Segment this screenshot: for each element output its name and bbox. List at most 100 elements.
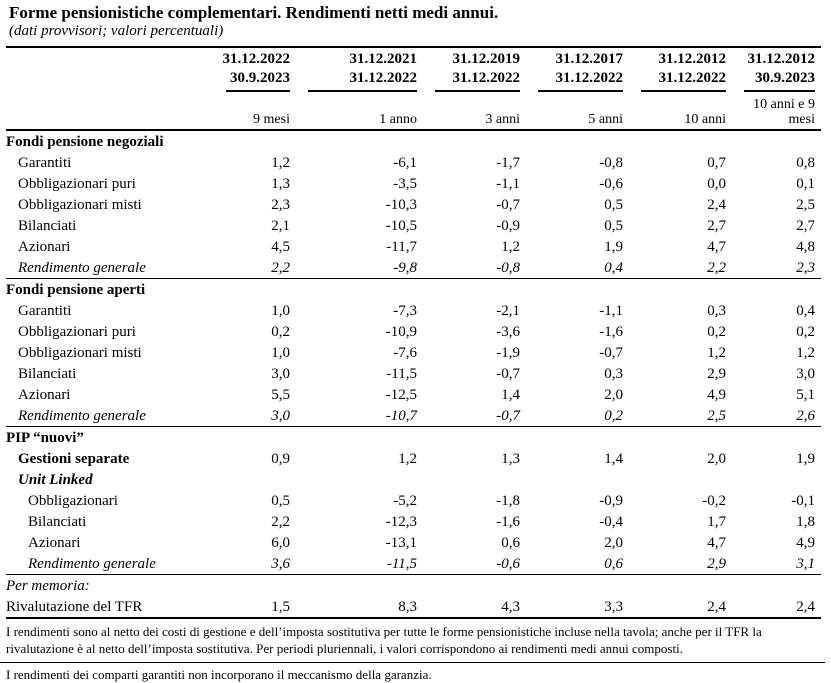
value-cell: 1,4 [604, 450, 623, 467]
value-cell: -11,5 [386, 365, 417, 382]
value-cell: 1,2 [398, 450, 417, 467]
value-cell: -1,6 [496, 513, 520, 530]
value-cell: 3,3 [526, 596, 629, 619]
value-cell: -0,6 [599, 175, 623, 192]
table-title: Forme pensionistiche complementari. Rend… [9, 3, 499, 22]
value-cell: 0,2 [271, 323, 290, 340]
value-cell: 2,5 [796, 196, 815, 213]
row-label: Bilanciati [18, 365, 77, 382]
column-period: 3 anni [485, 112, 520, 127]
value-cell: -1,1 [496, 175, 520, 192]
footnotes: I rendimenti sono al netto dei costi di … [0, 623, 825, 683]
row-label: Garantiti [18, 302, 72, 319]
value-cell: 4,8 [796, 238, 815, 255]
value-cell: 2,2 [629, 257, 732, 279]
column-period: 10 anni e 9 mesi [753, 97, 815, 127]
value-cell: 3,0 [796, 365, 815, 382]
table-subtitle: (dati provvisori; valori percentuali) [9, 23, 224, 39]
row-label: Obbligazionari [28, 492, 118, 509]
table-row: Obbligazionari puri 0,2 -10,9 -3,6 -1,6 0,2 0,… [6, 321, 821, 342]
value-cell: 2,3 [732, 257, 821, 279]
value-cell: -10,5 [385, 217, 417, 234]
column-from-date: 31.12.2012 [629, 46, 732, 69]
value-cell: 1,2 [501, 238, 520, 255]
value-cell: 0,0 [707, 175, 726, 192]
table-row: Azionari 5,5 -12,5 1,4 2,0 4,9 5,1 [6, 384, 821, 405]
row-label: Bilanciati [18, 217, 77, 234]
row-label: Obbligazionari puri [18, 175, 136, 192]
row-label: Obbligazionari misti [18, 196, 142, 213]
value-cell: 0,5 [604, 217, 623, 234]
value-cell: 1,8 [796, 513, 815, 530]
header-blank [6, 69, 214, 92]
value-cell: -7,3 [393, 302, 417, 319]
value-cell: 1,9 [604, 238, 623, 255]
value-cell: 0,2 [796, 323, 815, 340]
value-cell: 1,9 [796, 450, 815, 467]
value-cell: -12,5 [385, 386, 417, 403]
row-label: Obbligazionari misti [18, 344, 142, 361]
value-cell: 4,5 [271, 238, 290, 255]
value-cell: -0,2 [702, 492, 726, 509]
value-cell: -0,4 [599, 513, 623, 530]
value-cell: 0,3 [707, 302, 726, 319]
row-label: Garantiti [18, 154, 72, 171]
value-cell: 0,5 [271, 492, 290, 509]
subsection-heading: Unit Linked [18, 471, 93, 488]
value-cell: -1,1 [599, 302, 623, 319]
column-to-date: 30.9.2023 [226, 69, 290, 92]
column-period: 9 mesi [253, 112, 290, 127]
value-cell: 2,0 [707, 450, 726, 467]
value-cell: 2,2 [214, 257, 296, 279]
value-cell: -12,3 [385, 513, 417, 530]
value-cell: 0,4 [796, 302, 815, 319]
value-cell: 2,7 [707, 217, 726, 234]
value-cell: -13,1 [385, 534, 417, 551]
value-cell: 1,2 [707, 344, 726, 361]
value-cell: 1,3 [271, 175, 290, 192]
table-row: Rendimento generale 3,0 -10,7 -0,7 0,2 2,5 2,6 [6, 405, 821, 427]
value-cell: 3,1 [732, 553, 821, 575]
value-cell: 2,9 [707, 365, 726, 382]
value-cell: -0,6 [423, 553, 526, 575]
table-row: Bilanciati 2,2 -12,3 -1,6 -0,4 1,7 1,8 [6, 511, 821, 532]
column-to-date: 31.12.2022 [308, 69, 417, 92]
table-row: Rendimento generale 3,6 -11,5 -0,6 0,6 2,9 3,1 [6, 553, 821, 575]
value-cell: 1,2 [271, 154, 290, 171]
column-to-date: 30.9.2023 [744, 69, 815, 92]
row-label: Gestioni separate [18, 450, 130, 467]
value-cell: -1,6 [599, 323, 623, 340]
row-label: Azionari [18, 386, 71, 403]
value-cell: -11,5 [296, 553, 423, 575]
value-cell: 2,7 [796, 217, 815, 234]
value-cell: 4,7 [707, 534, 726, 551]
table-row: Bilanciati 3,0 -11,5 -0,7 0,3 2,9 3,0 [6, 363, 821, 384]
value-cell: 4,7 [707, 238, 726, 255]
value-cell: 4,3 [423, 596, 526, 619]
value-cell: 1,2 [796, 344, 815, 361]
column-period: 5 anni [588, 112, 623, 127]
value-cell: -9,8 [296, 257, 423, 279]
value-cell: 5,5 [271, 386, 290, 403]
section-heading: Fondi pensione negoziali [6, 133, 164, 150]
column-from-date: 31.12.2019 [423, 46, 526, 69]
row-label: Rendimento generale [6, 405, 214, 427]
value-cell: -3,5 [393, 175, 417, 192]
column-from-date: 31.12.2021 [296, 46, 423, 69]
value-cell: -5,2 [393, 492, 417, 509]
value-cell: -0,8 [423, 257, 526, 279]
value-cell: 0,1 [796, 175, 815, 192]
row-label: Obbligazionari puri [18, 323, 136, 340]
table-row: Azionari 6,0 -13,1 0,6 2,0 4,7 4,9 [6, 532, 821, 553]
value-cell: 3,0 [271, 365, 290, 382]
table-row: Obbligazionari puri 1,3 -3,5 -1,1 -0,6 0,0 0,1 [6, 173, 821, 194]
value-cell: -0,7 [496, 365, 520, 382]
value-cell: 2,9 [629, 553, 732, 575]
table-row: Obbligazionari misti 1,0 -7,6 -1,9 -0,7 1,2 1,… [6, 342, 821, 363]
value-cell: 2,4 [629, 596, 732, 619]
value-cell: -0,7 [496, 196, 520, 213]
table-row: Rivalutazione del TFR 1,5 8,3 4,3 3,3 2,4 2,4 [6, 596, 821, 619]
value-cell: 2,0 [604, 534, 623, 551]
value-cell: -1,9 [496, 344, 520, 361]
column-to-date: 31.12.2022 [538, 69, 623, 92]
